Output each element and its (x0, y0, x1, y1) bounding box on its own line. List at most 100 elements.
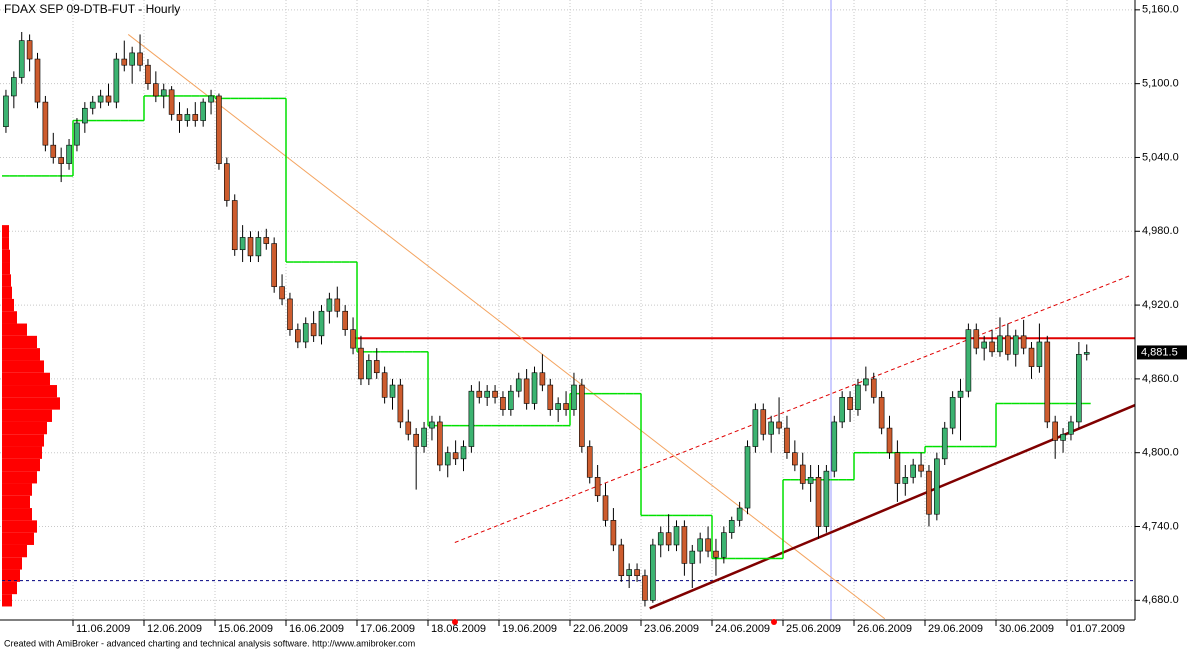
candle-body (74, 122, 80, 146)
candle-body (82, 107, 88, 124)
y-tick-label: 4,740.0 (1142, 520, 1179, 532)
candle-body (176, 114, 183, 121)
candle-body (760, 409, 767, 435)
candle-body (949, 397, 956, 429)
volume-profile-bar (2, 495, 30, 509)
candle-body (50, 144, 57, 158)
candle-body (287, 298, 293, 330)
y-tick-label: 5,160.0 (1142, 4, 1179, 16)
candle-body (397, 384, 404, 423)
x-tick-label: 24.06.2009 (715, 623, 770, 635)
volume-profile-bar (2, 335, 37, 349)
candle-body (768, 421, 774, 435)
candle-body (823, 470, 830, 527)
candle-body (957, 390, 964, 398)
candle-body (531, 372, 538, 404)
volume-profile-bar (2, 508, 32, 521)
candle-body (468, 390, 475, 447)
candle-body (389, 384, 396, 398)
candle-body (799, 464, 806, 484)
candle-body (563, 403, 569, 410)
plot (1, 31, 1136, 620)
footer: Created with AmiBroker - advanced charti… (4, 638, 415, 648)
candle-body (452, 452, 459, 460)
candle-body (1052, 421, 1058, 441)
candle-body (886, 427, 893, 453)
candle-body (302, 323, 309, 343)
candle-body (129, 52, 135, 66)
candle-body (239, 237, 246, 251)
candle-body (334, 298, 341, 312)
candle-body (1083, 352, 1090, 355)
candle-body (744, 446, 751, 509)
candle-body (721, 532, 727, 558)
candle-body (839, 397, 845, 423)
candle-body (697, 538, 703, 552)
candle-body (208, 95, 214, 103)
candle-body (736, 507, 743, 521)
candle-body (926, 470, 932, 515)
x-tick-label: 16.06.2009 (289, 623, 344, 635)
y-tick-label: 4,680.0 (1142, 594, 1179, 606)
y-tick-label: 5,040.0 (1142, 151, 1179, 163)
candle-body (105, 95, 112, 103)
candle-body (413, 433, 419, 447)
candle-body (318, 310, 325, 337)
candle-body (326, 298, 333, 312)
candle-body (366, 360, 372, 380)
candle-body (902, 477, 909, 484)
y-tick-label: 4,860.0 (1142, 373, 1179, 385)
candle-body (547, 384, 554, 410)
candle-body (713, 550, 719, 558)
candle-body (26, 40, 33, 60)
candle-body (295, 329, 301, 343)
candle-body (602, 495, 609, 521)
candle-body (484, 390, 490, 398)
volume-profile-bar (2, 421, 47, 435)
candle-body (460, 446, 467, 460)
y-tick-label: 4,920.0 (1142, 299, 1179, 311)
candle-body (192, 114, 199, 121)
candle-body (878, 397, 885, 429)
candle-body (279, 286, 285, 300)
candle-body (1060, 433, 1066, 441)
candle-body (689, 550, 696, 564)
volume-profile-bar (2, 520, 37, 533)
volume-profile-bar (2, 544, 27, 558)
candle-body (618, 544, 625, 577)
candle-body (1028, 347, 1035, 367)
y-tick-label: 4,980.0 (1142, 225, 1179, 237)
candle-body (97, 95, 104, 103)
candle-body (342, 310, 348, 330)
volume-profile-bar (2, 581, 17, 595)
volume-profile-bar (2, 458, 40, 472)
marker-dot (452, 619, 458, 625)
candle-body (515, 378, 522, 392)
x-tick-label: 22.06.2009 (573, 623, 628, 635)
candle-body (1076, 353, 1082, 423)
candle-body (1044, 341, 1051, 423)
candle-body (3, 95, 9, 128)
volume-profile-bar (2, 446, 42, 459)
candle-body (681, 526, 688, 564)
volume-profile-bar (2, 471, 37, 484)
candle-body (247, 237, 254, 257)
candle-body (358, 347, 364, 380)
x-tick-label: 30.06.2009 (999, 623, 1054, 635)
candle-body (168, 89, 175, 115)
candle-body (539, 372, 546, 386)
candle-body (263, 237, 270, 244)
candle-body (910, 464, 916, 478)
candle-body (894, 452, 901, 484)
candle-body (579, 384, 585, 447)
candle-body (657, 532, 664, 546)
candle-body (271, 243, 277, 287)
x-tick-label: 29.06.2009 (928, 623, 983, 635)
candle-body (831, 421, 838, 472)
candle-body (673, 526, 680, 546)
candle-body (918, 464, 924, 472)
candle-body (373, 360, 380, 374)
candle-body (973, 329, 980, 349)
volume-profile-bar (2, 348, 40, 361)
